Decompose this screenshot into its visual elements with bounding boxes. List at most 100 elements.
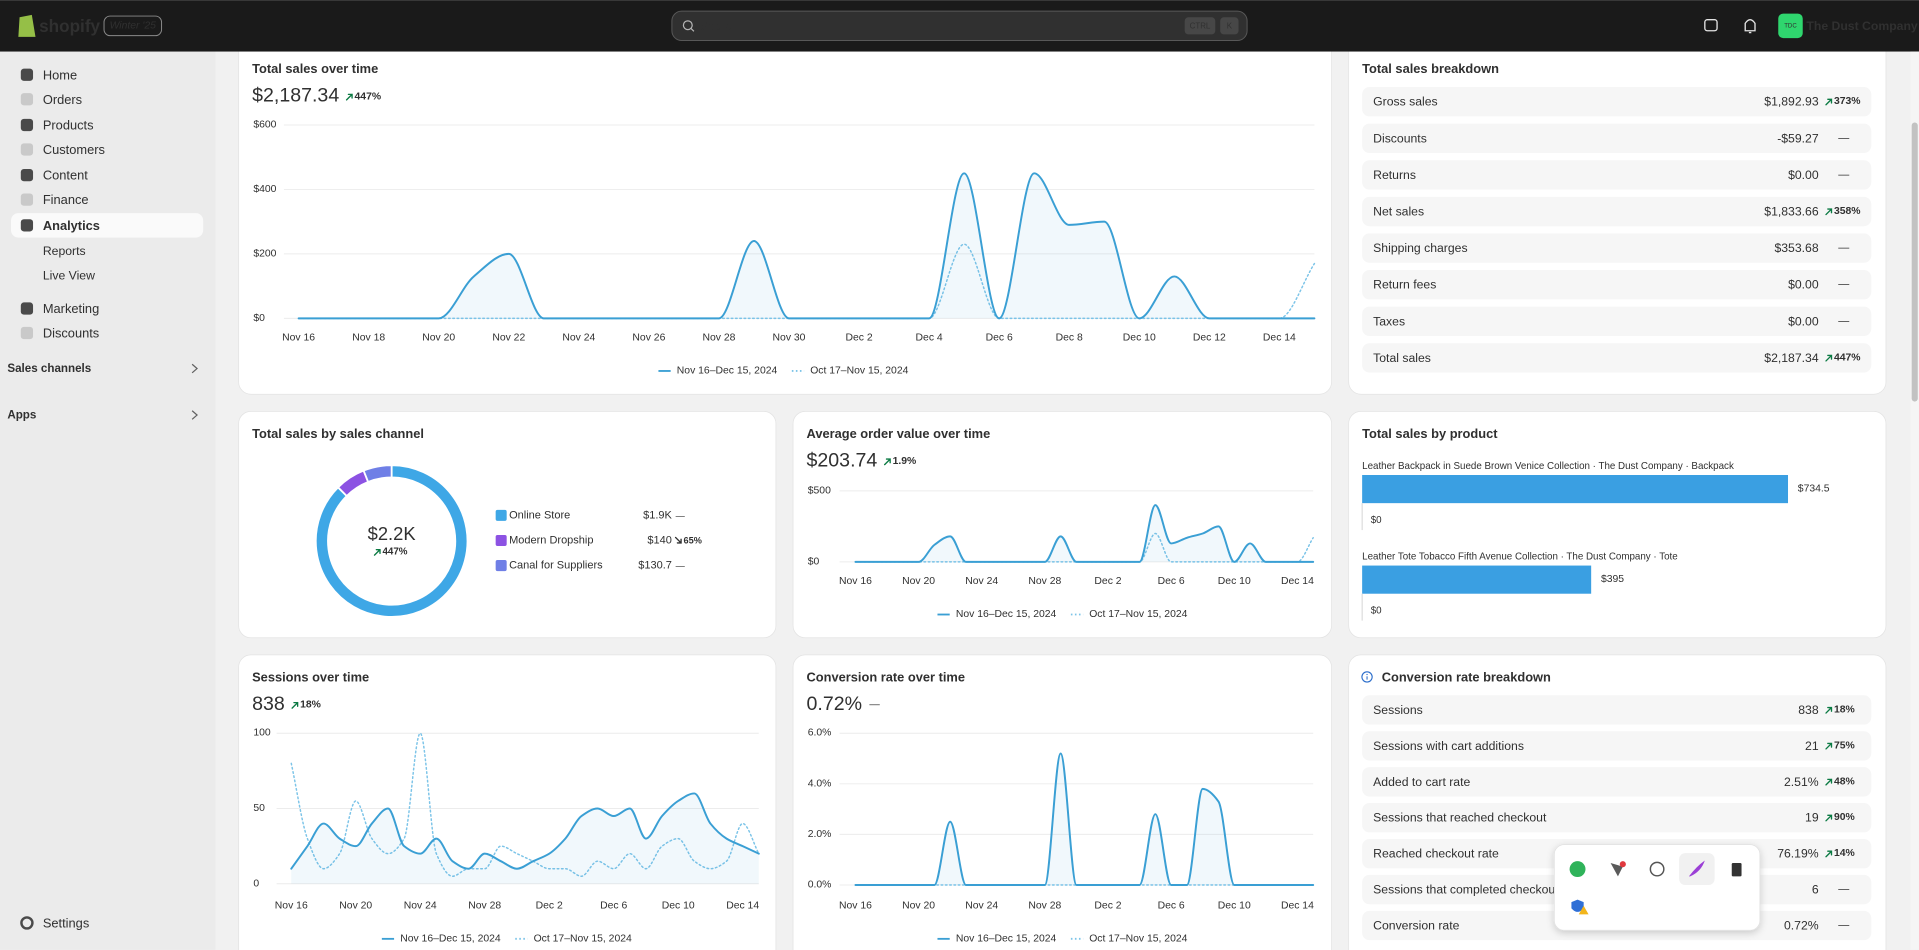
change-value: 447% [355, 91, 382, 102]
nav-icon [20, 68, 34, 81]
legend-label: Nov 16–Dec 15, 2024 [677, 365, 778, 376]
nav-section[interactable]: Apps [7, 409, 36, 422]
row-label: Gross sales [1373, 95, 1438, 109]
series-line [297, 172, 1316, 320]
table-row [1362, 87, 1872, 117]
bell-icon[interactable] [1744, 19, 1756, 34]
legend-value: $130.7 [638, 560, 672, 572]
x-tick-label: Dec 2 [845, 332, 872, 343]
row-label: Sessions [1373, 703, 1423, 717]
search-box[interactable] [671, 10, 1248, 42]
table-row [1362, 343, 1872, 373]
change-value: — [1838, 315, 1849, 327]
row-value: 838 [1798, 703, 1819, 717]
nav-icon [20, 302, 34, 315]
y-tick-label: 6.0% [808, 728, 832, 739]
bar [1362, 565, 1592, 594]
nav-item[interactable]: Analytics [43, 218, 100, 233]
extension-icon[interactable] [1688, 860, 1705, 877]
bar-category-label: Leather Tote Tobacco Fifth Avenue Collec… [1362, 551, 1678, 562]
row-label: Sessions that completed checkout [1373, 883, 1559, 897]
x-tick-label: Dec 4 [916, 332, 943, 343]
bar [1362, 475, 1789, 504]
trend-arrow [1825, 706, 1833, 714]
legend-label: Online Store [509, 509, 570, 521]
nav-item[interactable]: Products [43, 117, 94, 132]
chevron [191, 410, 198, 420]
x-tick-label: Nov 24 [404, 900, 437, 911]
x-tick-label: $0 [1371, 605, 1382, 616]
table-row [1362, 767, 1872, 797]
trend-arrow [1825, 354, 1833, 362]
change-value: — [1838, 132, 1849, 144]
legend-label: Nov 16–Dec 15, 2024 [956, 609, 1057, 620]
table-row [1362, 270, 1872, 300]
extension-icon[interactable] [1649, 861, 1665, 877]
extension-icon[interactable] [1571, 899, 1584, 912]
row-label: Shipping charges [1373, 241, 1467, 255]
row-label: Sessions with cart additions [1373, 739, 1524, 753]
avatar-box[interactable] [1778, 13, 1803, 39]
x-tick-label: Nov 16 [839, 576, 872, 587]
nav-item[interactable]: Home [43, 67, 77, 82]
nav-item[interactable]: Content [43, 168, 88, 183]
area-fill [291, 793, 759, 884]
nav-icon [20, 118, 34, 132]
change-value: 18% [1834, 704, 1855, 715]
extension-icon[interactable] [1569, 861, 1586, 878]
change-value: 358% [1834, 206, 1861, 217]
x-tick-label: Nov 18 [352, 332, 385, 343]
row-value: -$59.27 [1777, 131, 1819, 145]
x-tick-label: Dec 10 [1123, 332, 1156, 343]
nav-item[interactable]: Settings [43, 915, 89, 930]
row-value: 76.19% [1777, 847, 1819, 861]
nav-item: Customers [43, 142, 105, 157]
row-label: Sessions that reached checkout [1373, 811, 1547, 825]
table-row [1362, 233, 1872, 263]
row-label: Return fees [1373, 278, 1436, 292]
series-line [854, 504, 1315, 563]
trend-arrow [1825, 208, 1833, 216]
row-value: $0.00 [1788, 168, 1819, 182]
table-row [1362, 731, 1872, 761]
store-icon[interactable] [1704, 19, 1718, 32]
change-value: 1.9% [893, 456, 917, 467]
row-value: $353.68 [1774, 241, 1818, 255]
nav-section[interactable]: Sales channels [7, 362, 91, 375]
y-tick-label: 50 [253, 803, 265, 814]
nav-item[interactable]: Marketing [43, 301, 99, 316]
key-box [1220, 17, 1239, 35]
trend-arrow [1825, 850, 1833, 858]
change-value: — [1838, 242, 1849, 254]
legend-label: Nov 16–Dec 15, 2024 [400, 933, 501, 944]
x-tick-label: Nov 20 [422, 332, 455, 343]
change-value: 447% [1834, 352, 1861, 363]
row-value: 0.72% [1784, 918, 1819, 932]
legend-label: Oct 17–Nov 15, 2024 [810, 365, 908, 376]
extension-icon[interactable] [1731, 862, 1742, 877]
row-label: Conversion rate [1373, 918, 1459, 932]
headline-value: $2,187.34 [252, 85, 339, 107]
extension-icon[interactable] [1610, 862, 1623, 877]
nav-icon [20, 169, 34, 182]
headline-value: $203.74 [807, 449, 878, 471]
x-tick-label: Nov 20 [902, 576, 935, 587]
card-title: Total sales by product [1362, 426, 1498, 441]
bar-value-label: $734.5 [1798, 484, 1830, 495]
nav-item[interactable]: Reports [43, 244, 86, 258]
change-value: — [1838, 169, 1849, 181]
nav-item[interactable]: Live View [43, 269, 95, 283]
bar-value-label: $395 [1601, 574, 1624, 585]
legend-swatch [495, 560, 507, 572]
x-tick-label: Dec 12 [1193, 332, 1226, 343]
legend-label: Oct 17–Nov 15, 2024 [534, 933, 632, 944]
scrollbar-thumb[interactable] [1911, 122, 1918, 402]
trend-arrow [883, 458, 891, 466]
row-value: $2,187.34 [1764, 351, 1819, 365]
row-value: 2.51% [1784, 775, 1819, 789]
card-title: Average order value over time [807, 426, 991, 441]
main-content: Total sales over time $2,187.34 447% $0 $200… [238, 36, 1887, 950]
store-name[interactable]: The Dust Company [1806, 19, 1918, 33]
x-tick-label: Dec 2 [536, 900, 563, 911]
brand: shopify [39, 16, 100, 36]
